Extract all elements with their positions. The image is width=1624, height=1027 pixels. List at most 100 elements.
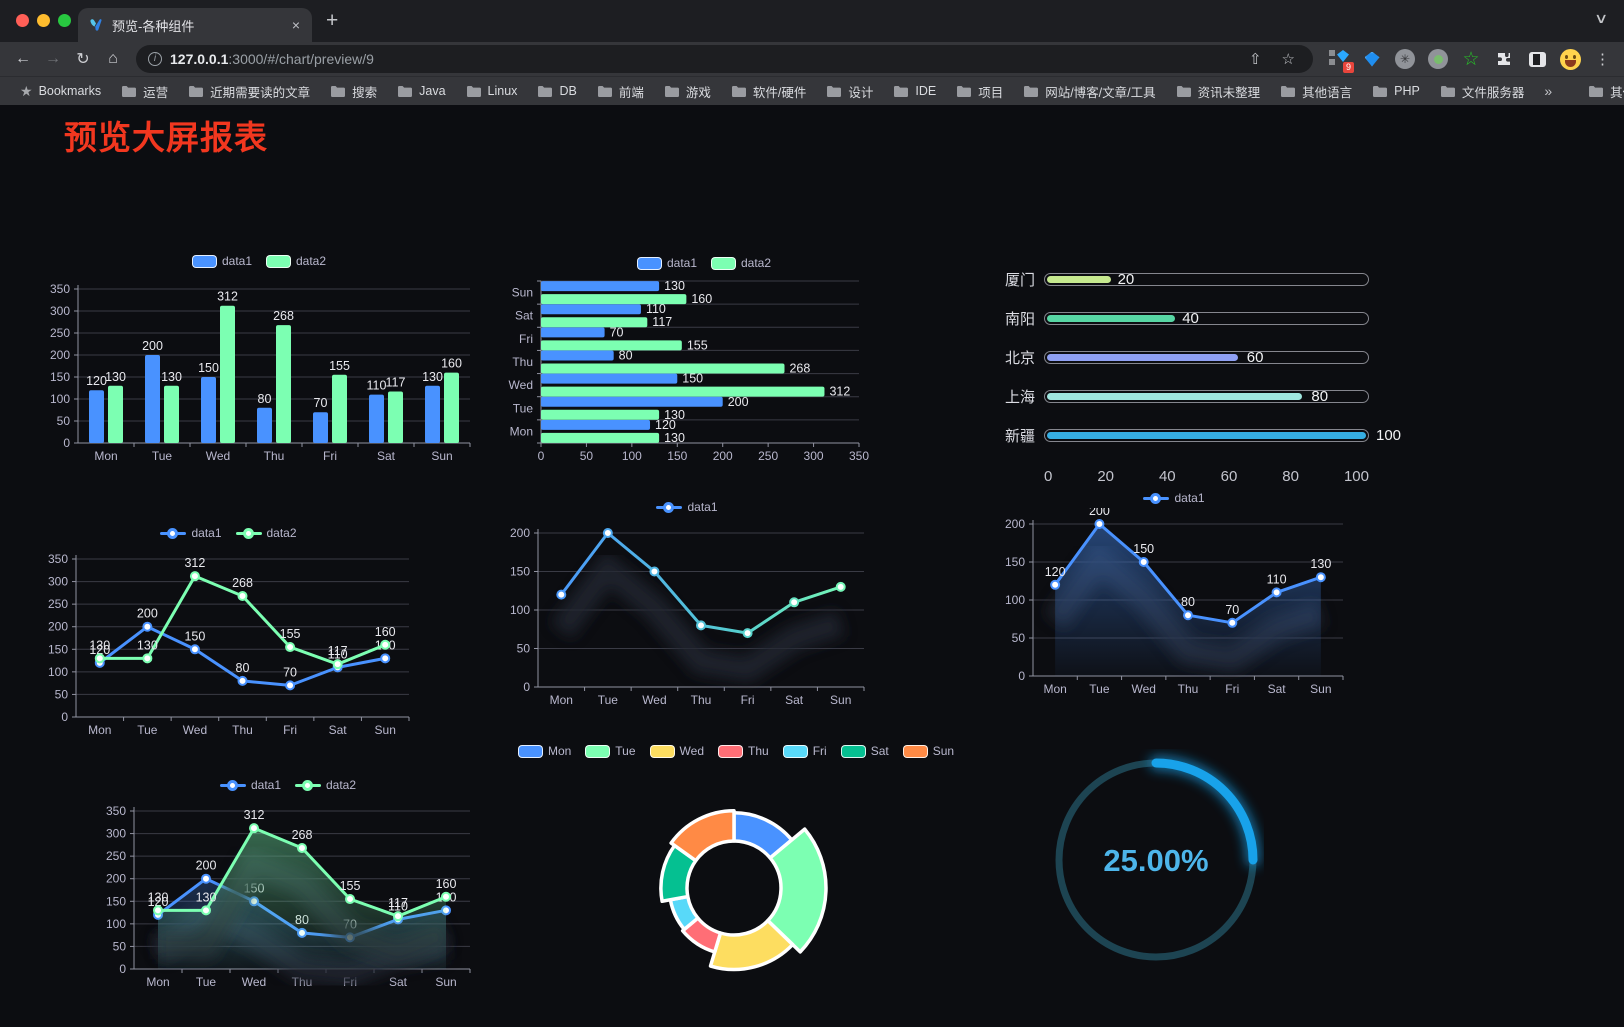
bookmarks-overflow-chevron[interactable]: » [1544,83,1553,99]
legend-item[interactable]: data1 [636,256,697,270]
share-icon[interactable]: ⇧ [1248,51,1262,68]
svg-text:120: 120 [1045,565,1066,579]
legend-marker-icon [636,256,662,270]
fullscreen-window-button[interactable] [58,14,71,27]
bookmark-folder[interactable]: 设计 [818,79,881,104]
progress-fill [1047,431,1366,439]
line-two-series-canvas[interactable]: 0 50 100 150 200 250 300 350 Mon Tue Wed Thu Fri Sat S… [36,543,421,743]
bookmark-folder[interactable]: 搜索 [322,79,385,104]
legend-item[interactable]: Sun [902,744,954,758]
legend-item[interactable]: Tue [585,744,636,758]
gauge-percent-canvas[interactable]: 25.00% [1048,749,1264,971]
axis-tick-label: 80 [1282,468,1299,485]
donut-slice[interactable] [766,827,828,954]
extensions-area: 9 ✳ ☆ ⋮ [1327,47,1614,73]
donut-slice[interactable] [708,918,795,972]
close-window-button[interactable] [16,14,29,27]
chart-area-two-series[interactable]: data1 data2 0 50 100 150 200 250 300 350 Mon Tue Wed… [94,775,482,997]
bookmark-star-icon[interactable]: ☆ [1281,51,1295,68]
tab-close-icon[interactable]: × [291,17,300,33]
chart-progress-bars[interactable]: 厦门 20 南阳 40 北京 60 上海 80 新疆 100 0 20 40 60 80 100 [995,260,1401,495]
donut-slice[interactable] [669,808,736,863]
progress-row[interactable]: 北京 60 [995,349,1369,367]
chart-gauge-percent[interactable]: 25.00% [1048,749,1264,971]
home-button[interactable]: ⌂ [108,50,118,67]
emoji-extension-icon[interactable] [1558,47,1582,71]
line-gradient-canvas[interactable]: 0 50 100 150 200 Mon Tue Wed Thu Fri Sat Sun [498,517,876,713]
reload-button[interactable]: ↻ [76,51,90,68]
svg-text:100: 100 [510,603,530,617]
legend-marker-icon [585,744,611,758]
gem-extension-icon[interactable] [1360,47,1384,71]
progress-label: 北京 [1004,349,1035,367]
bookmark-folder[interactable]: 运营 [113,79,176,104]
grouped-bar-canvas[interactable]: 0 50 100 150 200 250 300 350 Mon Tue Wed Thu Fri Sat S… [38,271,480,469]
progress-row[interactable]: 新疆 100 [995,427,1401,445]
browser-tab[interactable]: 预览-各种组件 × [78,8,312,42]
chart-rose-donut[interactable]: Mon Tue Wed Thu Fri Sat Sun [517,741,954,989]
proxy-extension-icon[interactable]: 9 [1327,47,1354,73]
extensions-puzzle-icon[interactable] [1492,47,1516,71]
bookmark-folder[interactable]: 网站/博客/文章/工具 [1015,79,1163,104]
legend-label: data1 [687,500,718,514]
bookmark-folder[interactable]: 近期需要读的文章 [180,79,318,104]
rose-donut-canvas[interactable] [550,761,922,987]
progress-row[interactable]: 上海 80 [995,388,1369,406]
bookmark-folder[interactable]: PHP [1364,81,1428,101]
bookmark-folder[interactable]: 软件/硬件 [723,79,814,104]
legend-item[interactable]: data1 [656,500,718,514]
svg-text:160: 160 [436,877,457,891]
legend-item[interactable]: Mon [517,744,571,758]
chart-line-two-series[interactable]: data1 data2 0 50 100 150 200 250 300 350 Mon Tue Wed… [36,523,421,745]
tab-search-chevron-icon[interactable]: ∨ [1593,10,1609,26]
back-button[interactable]: ← [15,50,31,67]
bookmark-folder[interactable]: 资讯未整理 [1168,79,1269,104]
bookmarks-root[interactable]: ★ Bookmarks [12,80,109,103]
bookmark-folder[interactable]: 游戏 [656,79,719,104]
bookmark-folder[interactable]: 其他语言 [1272,79,1360,104]
browser-menu-icon[interactable]: ⋮ [1595,51,1610,68]
legend-item[interactable]: Wed [649,744,704,758]
other-bookmarks-folder[interactable]: 其他书签 [1580,79,1624,104]
bookmark-folder[interactable]: 前端 [589,79,652,104]
legend-item[interactable]: data2 [266,254,326,268]
legend-item[interactable]: data2 [235,526,297,540]
legend-item[interactable]: data1 [191,254,252,268]
horizontal-bar-canvas[interactable]: 0 50 100 150 200 250 300 350 Mon Tue Wed Thu Fri Sat S… [505,273,903,469]
progress-row[interactable]: 南阳 40 [995,310,1369,328]
site-info-icon[interactable]: i [148,52,162,66]
legend-item[interactable]: data1 [1143,491,1205,505]
address-bar[interactable]: i 127.0.0.1:3000/#/chart/preview/9 ⇧ ☆ [136,45,1313,73]
bookmark-folder[interactable]: IDE [885,81,944,101]
sidepanel-icon[interactable] [1525,47,1549,71]
bookmark-folder[interactable]: 文件服务器 [1432,79,1533,104]
new-tab-button[interactable]: + [326,9,339,32]
legend-item[interactable]: data1 [160,526,222,540]
bookmark-folder[interactable]: DB [529,81,584,101]
svg-text:150: 150 [50,370,70,384]
bookmark-folder[interactable]: Linux [458,81,526,101]
forward-button[interactable]: → [45,50,61,67]
minimize-window-button[interactable] [37,14,50,27]
legend-label: data1 [1174,491,1205,505]
chart-horizontal-bar[interactable]: data1 data2 0 50 100 150 200 250 300 350 Mon Tue Wed… [505,253,903,471]
legend-item[interactable]: data2 [295,778,356,792]
area-single-canvas[interactable]: 0 50 100 150 200 Mon Tue Wed Thu Fri Sat Sun 120 200 1… [993,504,1355,702]
star-extension-icon[interactable]: ☆ [1462,48,1480,70]
legend-item[interactable]: Sat [840,744,889,758]
chart-line-gradient[interactable]: data1 0 50 100 150 200 Mon Tue Wed Thu Fri Sat Sun [498,497,876,715]
dot-extension-icon[interactable] [1426,47,1450,71]
legend-item[interactable]: data2 [711,256,771,270]
legend-item[interactable]: data1 [219,778,281,792]
bookmark-folder[interactable]: 项目 [948,79,1011,104]
command-extension-icon[interactable]: ✳ [1393,47,1417,71]
progress-row[interactable]: 厦门 20 [995,271,1369,289]
axis-tick-label: 0 [1044,468,1053,485]
bookmarks-star-icon: ★ [20,82,33,99]
legend-item[interactable]: Fri [782,744,827,758]
chart-grouped-bar[interactable]: data1 data2 0 50 100 150 200 250 300 350 Mon Tue Wed… [38,251,480,471]
legend-item[interactable]: Thu [718,744,769,758]
chart-area-single[interactable]: data1 0 50 100 150 200 Mon Tue Wed Thu Fri Sat Sun 12… [993,488,1355,704]
bookmark-folder[interactable]: Java [389,81,453,101]
